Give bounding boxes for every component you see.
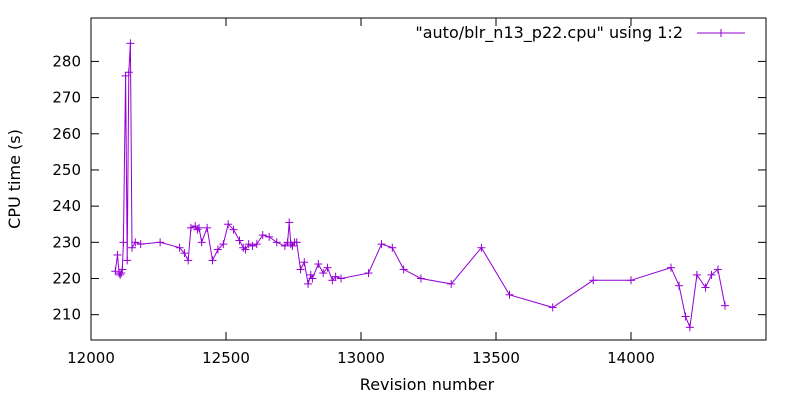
- data-point: [314, 260, 323, 269]
- x-tick-label: 13500: [472, 349, 520, 367]
- data-point: [285, 218, 294, 227]
- data-point: [113, 250, 122, 259]
- data-point: [589, 276, 598, 285]
- data-point: [505, 290, 514, 299]
- data-point: [235, 236, 244, 245]
- data-point: [300, 258, 309, 267]
- data-point: [203, 223, 212, 232]
- data-point: [241, 245, 250, 254]
- data-point: [477, 243, 486, 252]
- data-point: [119, 238, 128, 247]
- data-point: [323, 263, 332, 272]
- y-axis-label: CPU time (s): [5, 129, 24, 229]
- y-tick-label: 270: [52, 89, 81, 107]
- data-point: [388, 243, 397, 252]
- x-axis: 12000 12500 13000 13500 14000: [67, 18, 655, 367]
- y-tick-label: 250: [52, 161, 81, 179]
- data-point: [197, 238, 206, 247]
- legend: "auto/blr_n13_p22.cpu" using 1:2: [415, 23, 745, 43]
- data-point: [244, 240, 253, 249]
- data-point: [116, 270, 125, 279]
- data-point: [248, 241, 257, 250]
- data-point: [692, 270, 701, 279]
- data-point: [292, 238, 301, 247]
- data-point: [399, 265, 408, 274]
- y-axis: 210 220 230 240 250 260 270 280: [52, 52, 766, 324]
- plot-frame: [90, 17, 767, 341]
- data-point: [272, 238, 281, 247]
- data-point: [304, 279, 313, 288]
- x-tick-label: 12000: [67, 349, 115, 367]
- data-point: [258, 231, 267, 240]
- data-point: [666, 263, 675, 272]
- data-point: [213, 245, 222, 254]
- data-point: [319, 269, 328, 278]
- data-point: [131, 238, 140, 247]
- data-point: [195, 223, 203, 232]
- data-point: [128, 243, 137, 252]
- x-tick-label: 12500: [202, 349, 250, 367]
- x-tick-label: 14000: [607, 349, 655, 367]
- data-point: [685, 323, 694, 332]
- data-point: [123, 256, 132, 265]
- series-line: [114, 43, 726, 330]
- data-point: [306, 270, 315, 279]
- data-point: [713, 265, 722, 274]
- data-point: [265, 232, 274, 241]
- data-point: [186, 223, 195, 232]
- data-point: [111, 267, 120, 276]
- data-point: [224, 220, 233, 229]
- y-tick-label: 280: [52, 52, 81, 70]
- data-point: [364, 269, 373, 278]
- y-tick-label: 240: [52, 197, 81, 215]
- y-tick-label: 230: [52, 233, 81, 251]
- data-point: [175, 243, 184, 252]
- data-series: [111, 39, 729, 332]
- x-tick-label: 13000: [337, 349, 385, 367]
- data-point: [286, 240, 295, 249]
- data-point: [447, 279, 456, 288]
- data-point: [337, 274, 346, 283]
- data-point: [229, 225, 238, 234]
- data-point: [328, 276, 337, 285]
- x-axis-label: Revision number: [360, 375, 495, 394]
- data-point: [720, 301, 729, 310]
- data-point: [377, 240, 386, 249]
- y-tick-label: 210: [52, 306, 81, 324]
- data-point: [117, 269, 126, 278]
- legend-label: "auto/blr_n13_p22.cpu" using 1:2: [415, 23, 683, 43]
- data-point: [416, 274, 425, 283]
- legend-marker: [717, 29, 725, 37]
- data-point: [701, 283, 710, 292]
- data-point: [296, 265, 305, 274]
- data-point: [707, 270, 716, 279]
- data-point: [627, 276, 635, 285]
- data-point: [193, 225, 202, 234]
- data-point: [184, 256, 193, 265]
- y-tick-label: 260: [52, 125, 81, 143]
- data-point: [239, 243, 248, 252]
- data-point: [118, 265, 127, 274]
- data-point: [219, 240, 228, 249]
- data-point: [124, 68, 133, 77]
- data-point: [208, 256, 217, 265]
- data-point: [681, 312, 690, 321]
- data-point: [252, 240, 261, 249]
- data-point: [331, 272, 340, 281]
- data-point: [126, 39, 135, 48]
- data-point: [548, 303, 557, 312]
- y-tick-label: 220: [52, 269, 81, 287]
- data-point: [191, 222, 200, 231]
- data-point: [136, 240, 145, 249]
- data-point: [283, 238, 292, 247]
- data-point: [121, 71, 130, 80]
- data-point: [156, 238, 165, 247]
- data-point: [675, 281, 684, 290]
- data-point: [180, 249, 189, 258]
- data-point: [288, 241, 297, 250]
- data-point: [308, 274, 317, 283]
